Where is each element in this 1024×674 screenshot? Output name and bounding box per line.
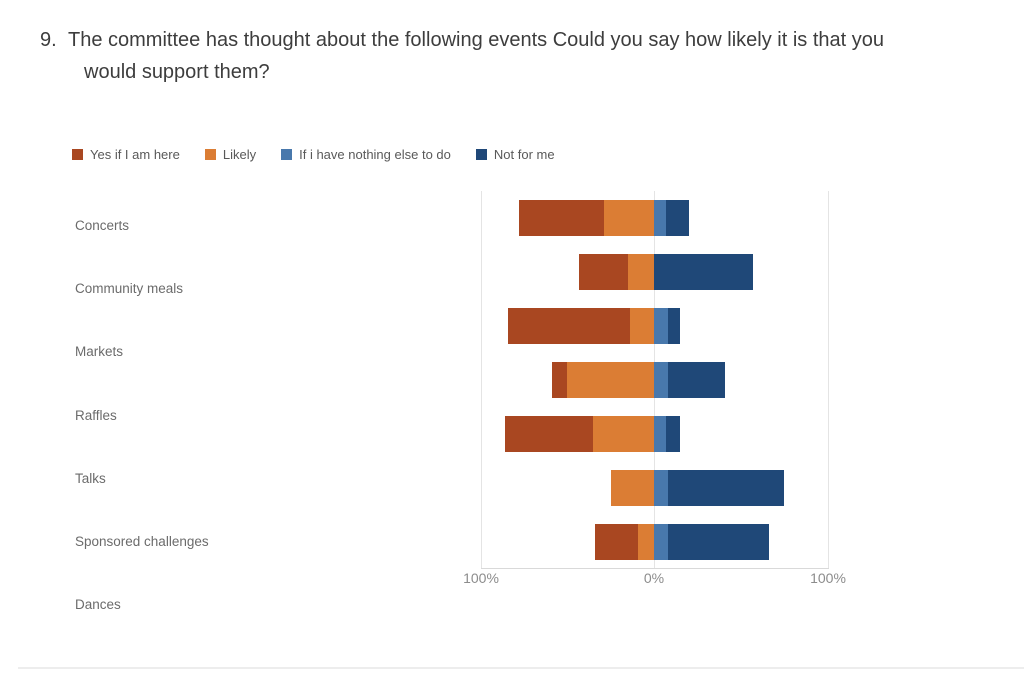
bar-segment-yes-if-i-am-here[interactable] [595, 524, 639, 560]
x-axis-tick-zero: 0% [643, 570, 665, 586]
legend-item: If i have nothing else to do [281, 147, 451, 162]
bar-segment-yes-if-i-am-here[interactable] [579, 254, 628, 290]
legend-item: Likely [204, 147, 257, 162]
bar-segment-if-i-have-nothing-else-to-do[interactable] [654, 470, 668, 506]
legend-swatch-icon [475, 149, 487, 160]
legend-swatch-icon [204, 149, 216, 160]
bar-segment-likely[interactable] [567, 362, 654, 398]
question-title-line1: The committee has thought about the foll… [68, 29, 885, 51]
category-label: Sponsored challenges [75, 534, 209, 549]
category-label: Markets [75, 344, 124, 360]
legend-label: Not for me [493, 147, 555, 162]
bar-segment-likely[interactable] [593, 416, 654, 452]
bar-segment-yes-if-i-am-here[interactable] [504, 416, 594, 452]
legend-item: Not for me [475, 147, 555, 162]
legend-swatch-icon [281, 149, 293, 160]
legend-label: If i have nothing else to do [299, 147, 451, 162]
x-axis-tick-right: 100% [810, 570, 846, 586]
legend-label: Likely [222, 147, 257, 162]
bar-segment-if-i-have-nothing-else-to-do[interactable] [654, 524, 668, 560]
gridline-left-100 [481, 191, 482, 568]
bar-segment-likely[interactable] [627, 254, 654, 290]
bar-segment-not-for-me[interactable] [667, 524, 769, 560]
x-axis-line [481, 568, 829, 569]
bar-segment-likely[interactable] [603, 200, 654, 236]
bar-segment-likely[interactable] [629, 308, 654, 344]
x-axis-tick-left: 100% [463, 570, 499, 586]
question-title-line2: would support them? [84, 61, 270, 83]
chart-legend: Yes if I am here Likely If i have nothing … [72, 147, 555, 162]
bar-segment-if-i-have-nothing-else-to-do[interactable] [654, 416, 667, 452]
legend-swatch-icon [72, 149, 83, 160]
bar-segment-not-for-me[interactable] [667, 308, 681, 344]
category-label: Raffles [75, 407, 117, 423]
legend-item: Yes if I am here [72, 147, 180, 162]
category-label: Community meals [75, 281, 184, 297]
bar-segment-not-for-me[interactable] [666, 416, 681, 452]
bar-segment-if-i-have-nothing-else-to-do[interactable] [654, 308, 668, 344]
question-number: 9. [40, 29, 57, 51]
category-label: Dances [75, 597, 121, 613]
bar-segment-not-for-me[interactable] [667, 362, 726, 398]
bar-segment-yes-if-i-am-here[interactable] [508, 308, 630, 344]
bar-segment-not-for-me[interactable] [666, 200, 689, 236]
bar-segment-likely[interactable] [638, 524, 654, 560]
bar-segment-not-for-me[interactable] [654, 254, 753, 290]
bar-segment-yes-if-i-am-here[interactable] [518, 200, 604, 236]
category-label: Talks [75, 470, 106, 486]
legend-label: Yes if I am here [90, 147, 180, 162]
bar-segment-if-i-have-nothing-else-to-do[interactable] [654, 200, 667, 236]
bar-segment-if-i-have-nothing-else-to-do[interactable] [654, 362, 668, 398]
bottom-divider [18, 667, 1024, 669]
bar-segment-likely[interactable] [610, 470, 654, 506]
bar-segment-not-for-me[interactable] [667, 470, 785, 506]
category-label: Concerts [75, 218, 130, 233]
gridline-right-100 [828, 191, 829, 568]
bar-segment-yes-if-i-am-here[interactable] [551, 362, 568, 398]
